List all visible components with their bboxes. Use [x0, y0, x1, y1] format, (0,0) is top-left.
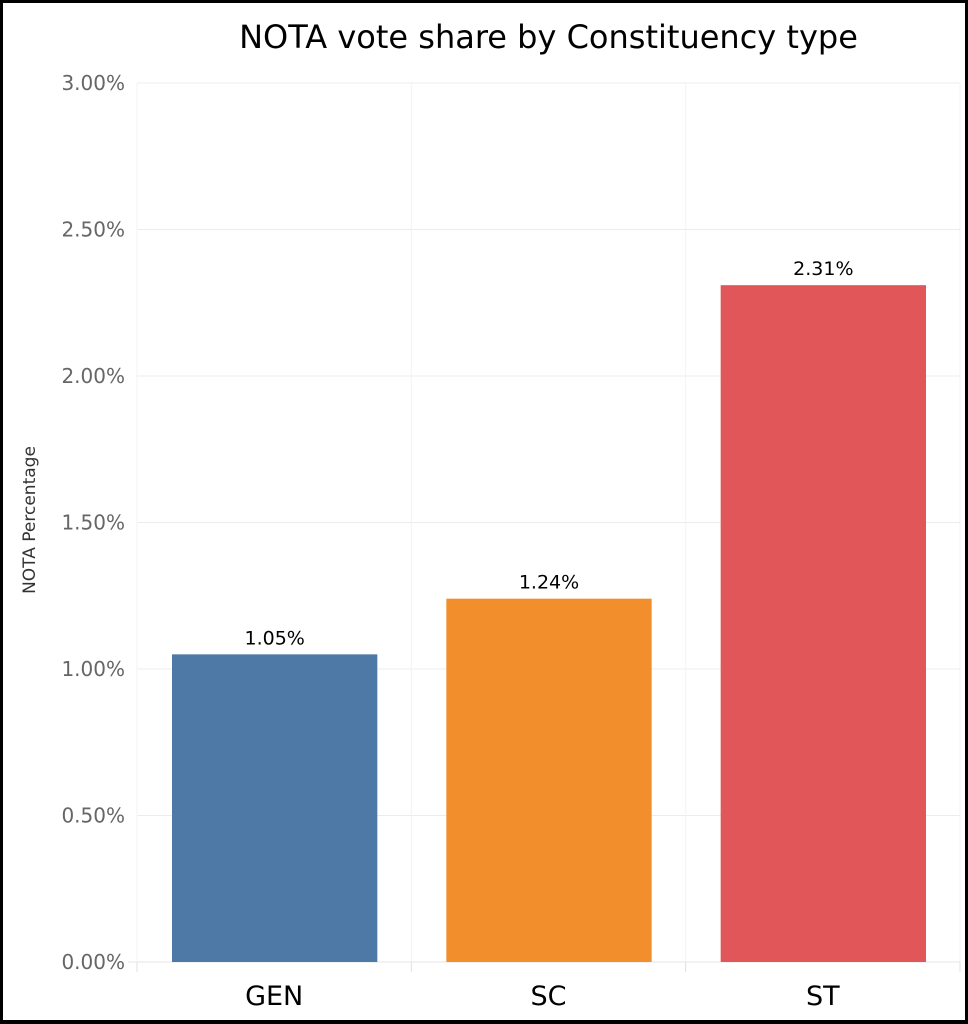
bar-gen [172, 654, 378, 962]
x-tick-label: GEN [245, 981, 303, 1012]
data-label: 2.31% [793, 258, 853, 280]
chart-title: NOTA vote share by Constituency type [239, 18, 858, 56]
y-tick-label: 1.50% [61, 511, 125, 535]
x-tick-label: SC [531, 981, 567, 1012]
y-tick-label: 0.50% [61, 804, 125, 828]
bar-st [720, 285, 926, 962]
data-label: 1.24% [519, 572, 579, 594]
y-tick-label: 1.00% [61, 657, 125, 681]
y-tick-label: 3.00% [61, 71, 125, 95]
data-label: 1.05% [244, 627, 304, 649]
y-tick-label: 2.50% [61, 218, 125, 242]
y-tick-label: 2.00% [61, 364, 125, 388]
x-tick-label: ST [806, 981, 840, 1012]
bar-sc [446, 598, 652, 962]
y-tick-label: 0.00% [61, 950, 125, 974]
